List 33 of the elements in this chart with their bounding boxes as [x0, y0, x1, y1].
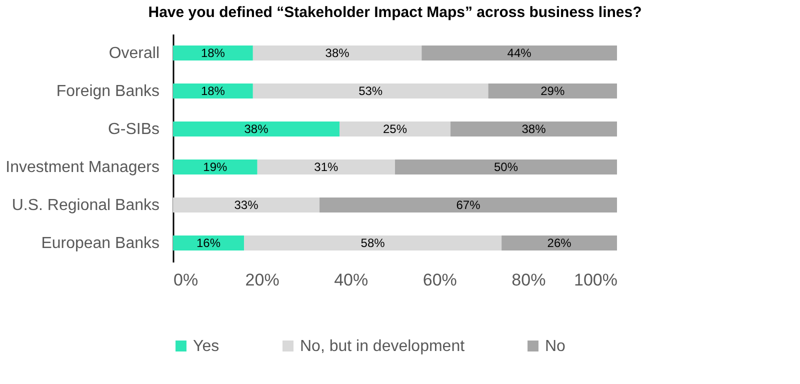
x-tick-label: 20% [245, 270, 280, 290]
data-label: 25% [382, 122, 408, 136]
data-label: 26% [547, 236, 572, 250]
data-label: 44% [507, 46, 532, 60]
chart-title: Have you defined “Stakeholder Impact Maps” across business lines? [148, 4, 642, 21]
data-label: 38% [244, 122, 269, 136]
x-tick-label: 80% [512, 270, 546, 290]
y-tick-label: Investment Managers [6, 159, 160, 176]
data-label: 38% [325, 46, 350, 60]
y-tick-label: European Banks [41, 235, 160, 252]
data-label: 67% [456, 198, 481, 212]
data-label: 58% [360, 236, 386, 250]
data-label: 33% [234, 198, 259, 212]
y-tick-label: Foreign Banks [56, 83, 160, 100]
y-tick-label: Overall [108, 45, 160, 62]
x-tick-label: 40% [334, 270, 368, 290]
data-label: 18% [200, 46, 226, 60]
legend-label: No, but in development [300, 338, 466, 355]
data-label: 50% [494, 160, 518, 174]
x-tick-label: 60% [422, 270, 457, 290]
legend-label: No [545, 338, 566, 355]
data-label: 16% [196, 236, 221, 250]
y-tick-label: U.S. Regional Banks [12, 197, 160, 214]
y-tick-label: G-SIBs [108, 121, 160, 138]
legend-label: Yes [193, 338, 220, 355]
data-label: 29% [540, 84, 565, 98]
data-label: 53% [358, 84, 383, 98]
x-tick-label: 0% [174, 270, 198, 290]
data-label: 19% [203, 160, 228, 174]
data-label: 18% [200, 84, 226, 98]
x-tick-label: 100% [574, 270, 618, 290]
data-label: 31% [314, 160, 339, 174]
data-label: 38% [522, 122, 546, 136]
